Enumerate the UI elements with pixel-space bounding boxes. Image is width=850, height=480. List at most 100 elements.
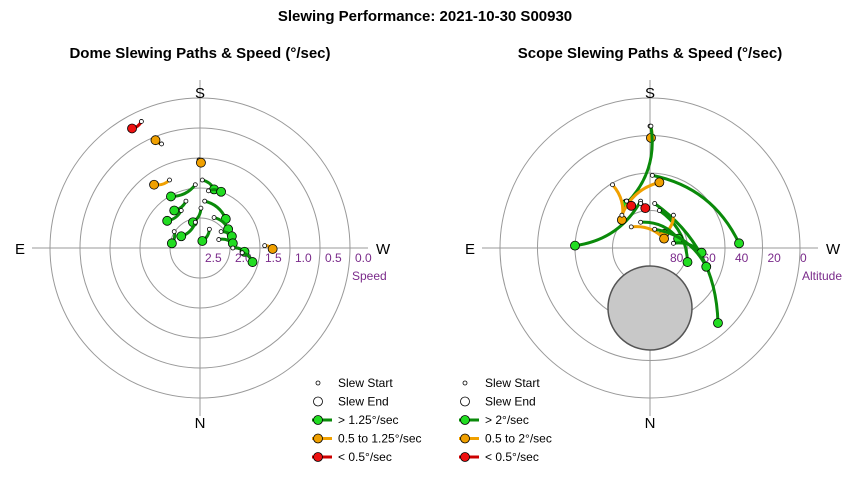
direction-left-label: E	[15, 241, 25, 258]
slew-end-marker	[169, 205, 180, 216]
page-title: Slewing Performance: 2021-10-30 S00930	[277, 8, 573, 25]
direction-bottom-label: N	[645, 415, 656, 432]
slew-start-marker	[216, 237, 222, 242]
radial-tick-label: 1.0	[295, 251, 312, 265]
radial-axis-label: Speed	[352, 269, 387, 283]
slew-start-marker	[202, 198, 208, 204]
slew-end-marker	[570, 240, 580, 251]
slew-start-marker	[638, 201, 644, 206]
slew-end-marker	[701, 261, 712, 272]
slew-end-marker	[654, 177, 665, 188]
slew-end-marker	[162, 215, 173, 226]
zenith-exclusion-zone	[607, 265, 693, 351]
slew-start-marker	[167, 177, 172, 183]
slew-start-marker	[610, 182, 615, 188]
radial-tick-label: 2.5	[205, 251, 222, 265]
slew-start-marker	[628, 224, 634, 230]
slew-end-marker	[150, 135, 161, 146]
radial-tick-label: 40	[735, 251, 749, 265]
slew-start-marker	[206, 188, 211, 194]
slew-start-marker	[171, 229, 177, 234]
slew-path	[631, 225, 666, 240]
legend-slew-start-symbol	[315, 380, 321, 386]
direction-top-label: S	[645, 85, 655, 102]
slew-start-marker	[638, 219, 644, 225]
legend-slew-start-symbol	[462, 380, 468, 386]
slew-start-marker	[211, 215, 217, 220]
scope-slew-paths	[570, 123, 744, 328]
legend-dot-symbol	[460, 452, 470, 462]
dome-radial-grid	[32, 80, 368, 416]
legend-dot-symbol	[460, 415, 470, 425]
slew-start-marker	[262, 243, 268, 249]
legend-label: Slew Start	[485, 376, 540, 390]
scope-polar-chart: Scope Slewing Paths & Speed (°/sec) 80 60…	[459, 45, 842, 464]
direction-left-label: E	[465, 241, 475, 258]
slew-start-marker	[199, 177, 205, 183]
slew-start-marker	[192, 182, 198, 188]
radial-tick-label: 80	[670, 251, 684, 265]
legend-label: < 0.5°/sec	[485, 450, 539, 464]
slew-end-marker	[149, 179, 159, 190]
slew-start-marker	[192, 219, 198, 225]
legend-label: 0.5 to 2°/sec	[485, 432, 552, 446]
dome-slew-paths	[127, 119, 278, 267]
slew-start-marker	[648, 123, 654, 129]
legend-dot-symbol	[313, 415, 323, 425]
slew-end-marker	[267, 244, 278, 254]
slew-end-marker	[196, 157, 206, 168]
direction-right-label: W	[376, 241, 391, 258]
legend-label: > 2°/sec	[485, 413, 529, 427]
slew-end-marker	[166, 191, 176, 202]
slew-start-marker	[671, 212, 676, 218]
slew-end-marker	[626, 200, 637, 211]
slew-end-marker	[176, 231, 187, 242]
radial-tick-label: 20	[768, 251, 782, 265]
dome-polar-chart: Dome Slewing Paths & Speed (°/sec) 2.5 2.…	[15, 45, 422, 464]
radial-tick-label: 0.5	[325, 251, 342, 265]
legend-label: Slew End	[485, 395, 536, 409]
legend-slew-end-symbol	[460, 396, 470, 407]
slew-start-marker	[649, 172, 655, 178]
slew-start-marker	[218, 229, 224, 234]
legend-label: 0.5 to 1.25°/sec	[338, 432, 422, 446]
slew-start-marker	[652, 201, 658, 206]
slew-start-marker	[206, 226, 212, 232]
slew-end-marker	[197, 236, 208, 246]
direction-top-label: S	[195, 85, 205, 102]
slew-start-marker	[656, 208, 662, 213]
slew-start-marker	[652, 226, 658, 232]
legend-label: > 1.25°/sec	[338, 413, 399, 427]
slew-path	[652, 173, 741, 244]
legend-label: Slew End	[338, 395, 389, 409]
slew-start-marker	[619, 212, 625, 218]
slew-path	[658, 209, 689, 263]
slew-start-marker	[230, 245, 236, 251]
legend-dot-symbol	[460, 433, 470, 444]
slew-end-marker	[247, 257, 258, 267]
legend-label: < 0.5°/sec	[338, 450, 392, 464]
slew-path	[654, 227, 708, 268]
scope-radial-grid	[482, 80, 818, 416]
slew-start-marker	[198, 205, 204, 211]
slew-start-marker	[671, 240, 676, 246]
slew-end-marker	[682, 257, 693, 267]
legend-label: Slew Start	[338, 376, 393, 390]
radial-tick-label: 0	[800, 251, 807, 265]
direction-right-label: W	[826, 241, 841, 258]
slew-start-marker	[159, 141, 164, 147]
dome-direction-labels: S N E W	[15, 85, 391, 432]
scope-legend: Slew Start Slew End > 2°/sec 0.5 to 2°/sec <…	[459, 376, 552, 464]
slew-start-marker	[139, 119, 144, 124]
slew-start-marker	[239, 250, 245, 256]
dome-legend: Slew Start Slew End > 1.25°/sec 0.5 to 1.25…	[312, 376, 422, 464]
radial-axis-label: Altitude	[802, 269, 842, 283]
slew-end-marker	[734, 238, 744, 249]
direction-bottom-label: N	[195, 415, 206, 432]
slew-end-marker	[640, 203, 651, 214]
dome-chart-title: Dome Slewing Paths & Speed (°/sec)	[69, 45, 330, 62]
slew-path	[574, 200, 642, 248]
